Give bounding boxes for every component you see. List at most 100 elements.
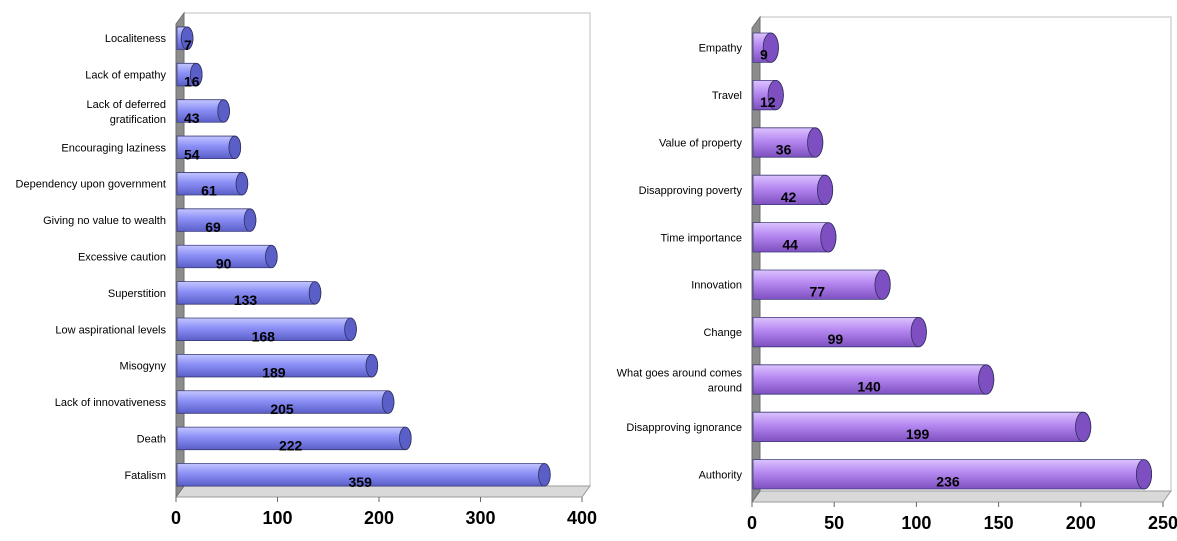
x-tick-label: 200	[1066, 513, 1096, 533]
bar-authority: 236	[752, 459, 1153, 490]
bar-end-cap	[265, 244, 278, 269]
bar-lack-of-empathy: 16	[176, 62, 203, 90]
chart-floor	[751, 490, 1172, 503]
category-label: Misogyny	[120, 361, 167, 373]
bar-disapproving-ignorance: 199	[752, 411, 1092, 442]
bar-end-cap	[308, 281, 322, 305]
bar-misogyny: 189	[176, 353, 379, 381]
bar-end-cap	[180, 26, 194, 50]
right-bar-chart: 0 50 100 150 200 250 9 Empathy 12 Travel 36 Value o…	[617, 15, 1177, 533]
category-label: Death	[137, 433, 166, 445]
bar-value-label: 205	[270, 401, 294, 417]
bar-fatalism: 359	[176, 463, 551, 490]
left-chart-panel: 0 100 200 300 400 7 Localiteness 16 Lack of empa…	[16, 11, 597, 528]
category-label: Travel	[712, 90, 742, 102]
category-label: Value of property	[659, 138, 742, 150]
bar-end-cap	[762, 32, 779, 63]
x-tick-label: 100	[901, 513, 931, 533]
bar-end-cap	[217, 99, 230, 123]
bar-end-cap	[235, 172, 249, 196]
bar-value-label: 44	[782, 236, 798, 252]
category-label: Lack of empathy	[85, 70, 166, 82]
bar-value-label: 199	[906, 426, 930, 442]
bar-value-label: 133	[234, 292, 258, 308]
category-label: Empathy	[699, 43, 743, 55]
bar-end-cap	[381, 390, 395, 414]
bar-value-label: 43	[184, 110, 200, 126]
bar-value-label: 77	[810, 284, 826, 300]
bar-end-cap	[1075, 411, 1092, 442]
bar-value-label: 168	[252, 328, 276, 344]
bar-value-label: 99	[828, 331, 844, 347]
bar-end-cap	[228, 135, 242, 160]
bar-value-label: 140	[857, 379, 881, 395]
x-tick-label: 100	[262, 508, 292, 528]
chart-floor	[175, 485, 591, 498]
bar-travel: 12	[752, 80, 784, 111]
bar-end-cap	[399, 426, 412, 451]
x-tick-label: 400	[567, 508, 597, 528]
bar-excessive-caution: 90	[176, 244, 278, 272]
bar-end-cap	[817, 174, 834, 205]
category-label: Superstition	[108, 288, 166, 300]
bar-end-cap	[978, 364, 995, 395]
category-label: Disapproving ignorance	[626, 422, 742, 434]
bar-value-label: 9	[760, 47, 768, 63]
bar-end-cap	[910, 317, 927, 348]
bar-lack-of-deferred-gratification: 43	[176, 99, 230, 126]
x-tick-label: 300	[465, 508, 495, 528]
bar-end-cap	[1135, 459, 1153, 490]
bar-disapproving-poverty: 42	[752, 174, 834, 205]
category-label: Innovation	[691, 280, 742, 292]
bar-value-of-property: 36	[752, 127, 824, 158]
bar-time-importance: 44	[752, 222, 837, 253]
bar-value-label: 16	[184, 74, 200, 90]
bar-empathy: 9	[752, 32, 779, 63]
bar-value-label: 61	[201, 183, 217, 199]
category-label: Disapproving poverty	[639, 185, 743, 197]
x-tick-label: 150	[984, 513, 1014, 533]
bar-value-label: 7	[184, 37, 192, 53]
bar-value-label: 54	[184, 146, 200, 162]
right-chart-panel: 0 50 100 150 200 250 9 Empathy 12 Travel 36 Value o…	[600, 0, 1177, 541]
bar-value-label: 236	[936, 473, 960, 489]
bar-lack-of-innovativeness: 205	[176, 390, 395, 417]
bar-value-label: 69	[205, 219, 221, 235]
bar-dependency-upon-government: 61	[176, 172, 249, 199]
bar-value-label: 359	[349, 474, 373, 490]
category-label: Fatalism	[124, 470, 166, 482]
category-label: Dependency upon government	[16, 179, 166, 191]
bar-end-cap	[538, 463, 551, 487]
bar-end-cap	[767, 80, 784, 111]
category-label: Time importance	[660, 232, 742, 244]
category-label: Giving no value to wealth	[43, 215, 166, 227]
back-wall-outline	[760, 16, 1172, 491]
bar-value-label: 12	[760, 94, 776, 110]
back-wall-outline	[184, 12, 591, 486]
category-label: Lack of innovativeness	[55, 397, 167, 409]
bar-end-cap	[807, 127, 824, 158]
bar-giving-no-value-to-wealth: 69	[176, 208, 257, 235]
category-label: Encouraging laziness	[61, 142, 166, 154]
bar-localiteness: 7	[176, 26, 194, 53]
bar-end-cap	[189, 62, 203, 87]
category-label: Authority	[699, 469, 743, 481]
bar-end-cap	[820, 222, 837, 253]
bar-value-label: 90	[216, 256, 232, 272]
bar-change: 99	[752, 317, 927, 348]
x-tick-label: 200	[364, 508, 394, 528]
category-label: Change	[703, 327, 742, 339]
bar-end-cap	[243, 208, 257, 232]
left-bar-chart: 0 100 200 300 400 7 Localiteness 16 Lack of empa…	[16, 11, 597, 528]
bar-end-cap	[874, 269, 891, 300]
x-tick-label: 250	[1148, 513, 1177, 533]
category-label: Low aspirational levels	[55, 324, 166, 336]
bar-end-cap	[344, 317, 357, 341]
bar-encouraging-laziness: 54	[176, 135, 242, 162]
bar-value-label: 36	[776, 142, 792, 158]
x-tick-label: 0	[171, 508, 181, 528]
bar-superstition: 133	[176, 281, 322, 308]
category-label: Excessive caution	[78, 252, 166, 264]
bar-end-cap	[365, 353, 379, 378]
category-label: Localiteness	[105, 33, 167, 45]
